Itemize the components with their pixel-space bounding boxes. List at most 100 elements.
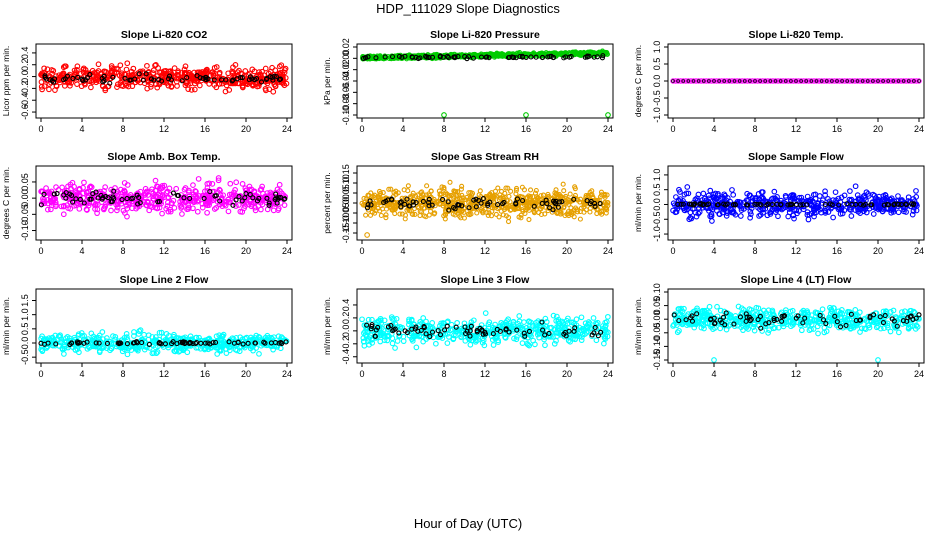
data-point xyxy=(209,69,216,76)
data-point xyxy=(590,315,597,321)
data-point xyxy=(118,70,125,77)
data-point xyxy=(854,78,861,84)
data-point xyxy=(593,337,600,344)
data-point xyxy=(150,193,157,200)
data-point xyxy=(58,203,65,210)
hourly-mean-point xyxy=(855,79,860,83)
reference-point xyxy=(197,75,203,81)
data-point xyxy=(567,191,573,197)
outlier-point xyxy=(441,112,447,118)
x-tick-label: 20 xyxy=(873,246,883,256)
data-point xyxy=(467,341,474,348)
data-point xyxy=(202,188,208,195)
data-point xyxy=(713,78,720,84)
reference-point xyxy=(239,198,245,204)
reference-point xyxy=(135,201,141,207)
data-point xyxy=(134,77,141,83)
hourly-mean-point xyxy=(912,79,916,83)
data-point xyxy=(192,188,199,194)
hourly-mean-point xyxy=(876,79,880,83)
x-tick-label: 8 xyxy=(752,246,757,256)
reference-point xyxy=(276,195,282,201)
data-point xyxy=(262,65,269,72)
data-point xyxy=(913,188,919,194)
x-tick-label: 24 xyxy=(914,124,924,134)
y-tick-label: -0.2 xyxy=(20,81,30,97)
data-point xyxy=(163,189,170,196)
reference-point xyxy=(365,54,371,60)
reference-point xyxy=(41,191,47,197)
reference-point xyxy=(230,77,236,83)
data-point xyxy=(233,179,240,186)
x-tick-label: 12 xyxy=(791,246,801,256)
reference-point xyxy=(484,54,490,60)
reference-point xyxy=(533,54,539,60)
x-tick-label: 12 xyxy=(480,246,490,256)
data-point xyxy=(190,182,196,188)
reference-point xyxy=(127,77,133,83)
data-point xyxy=(199,204,206,211)
data-point xyxy=(213,204,220,211)
data-point xyxy=(795,78,802,84)
reference-point xyxy=(462,54,468,60)
data-point xyxy=(496,214,502,220)
data-point xyxy=(772,78,779,84)
data-point xyxy=(867,78,874,84)
data-point xyxy=(196,193,203,199)
data-point xyxy=(913,78,920,84)
data-point xyxy=(212,195,218,202)
data-point xyxy=(800,78,807,84)
data-point xyxy=(39,188,46,195)
data-point xyxy=(80,65,87,72)
reference-point xyxy=(539,54,546,60)
data-point xyxy=(365,316,372,323)
data-point xyxy=(383,215,389,221)
figure-title: HDP_111029 Slope Diagnostics xyxy=(376,1,560,16)
data-point xyxy=(130,65,137,72)
hourly-mean-point xyxy=(686,79,691,83)
y-tick-label: 0.00 xyxy=(20,189,30,207)
reference-point xyxy=(200,75,206,82)
hourly-mean-point xyxy=(722,79,727,83)
data-point xyxy=(711,78,717,84)
data-point xyxy=(129,200,136,207)
data-point xyxy=(152,187,159,194)
x-tick-label: 20 xyxy=(873,124,883,134)
data-point xyxy=(500,212,506,218)
y-tick-label: 0.4 xyxy=(20,47,30,60)
data-point xyxy=(729,78,735,84)
reference-point xyxy=(264,195,270,201)
data-point xyxy=(214,351,221,357)
data-point xyxy=(81,179,87,186)
reference-point xyxy=(100,79,106,85)
data-point xyxy=(718,78,725,84)
data-points xyxy=(670,183,920,224)
data-point xyxy=(101,68,107,75)
reference-point xyxy=(90,191,96,197)
data-point xyxy=(227,180,234,187)
data-point xyxy=(688,78,694,84)
data-point xyxy=(68,80,74,86)
x-tick-label: 4 xyxy=(79,246,84,256)
data-point xyxy=(508,188,514,194)
data-point xyxy=(888,78,894,84)
data-point xyxy=(872,78,879,84)
data-point xyxy=(495,185,501,191)
y-axis-label: degrees C per min. xyxy=(633,45,643,117)
data-point xyxy=(737,213,744,219)
data-point xyxy=(777,78,784,84)
x-tick-label: 16 xyxy=(521,369,531,379)
data-point xyxy=(67,181,74,188)
data-point xyxy=(747,78,753,84)
reference-point xyxy=(243,191,249,197)
data-point xyxy=(89,79,96,85)
data-point xyxy=(110,65,117,72)
data-point xyxy=(48,202,55,209)
data-point xyxy=(118,82,125,89)
data-point xyxy=(72,188,79,195)
reference-point xyxy=(156,199,162,205)
reference-point xyxy=(478,54,485,60)
data-point xyxy=(862,78,868,84)
y-tick-label: 0.5 xyxy=(652,58,662,71)
